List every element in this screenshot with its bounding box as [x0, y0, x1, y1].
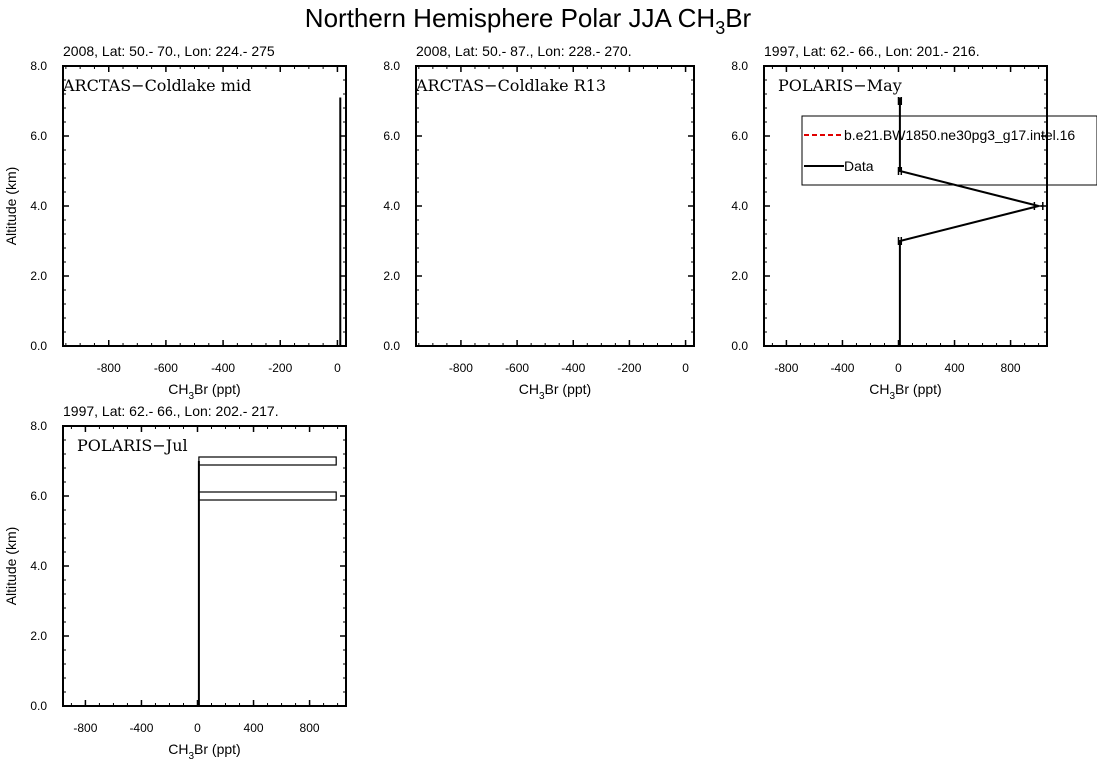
x-axis-label: CH3Br (ppt)	[519, 381, 591, 402]
x-axis-label-main: CH	[869, 381, 889, 397]
x-axis-label-tail: Br (ppt)	[895, 381, 942, 397]
y-tick-label: 4.0	[30, 559, 47, 573]
x-tick-label: 0	[895, 361, 902, 375]
y-axis-label: Altitude (km)	[3, 167, 19, 246]
x-axis-label-main: CH	[168, 381, 188, 397]
x-tick-label: 400	[945, 361, 965, 375]
x-tick-label: -400	[129, 721, 153, 735]
plot-frame	[415, 65, 695, 347]
x-tick-label: -600	[154, 361, 178, 375]
x-axis-label: CH3Br (ppt)	[168, 381, 240, 402]
legend: b.e21.BW1850.ne30pg3_g17.intel.16 Data	[801, 115, 1097, 186]
y-tick-label: 2.0	[383, 269, 400, 283]
x-tick-label: -800	[449, 361, 473, 375]
x-tick-label: -600	[505, 361, 529, 375]
x-tick-label: -400	[211, 361, 235, 375]
y-tick-label: 8.0	[30, 59, 47, 73]
panel-header: 2008, Lat: 50.- 70., Lon: 224.- 275	[63, 43, 275, 59]
x-tick-label: -800	[774, 361, 798, 375]
legend-entry: b.e21.BW1850.ne30pg3_g17.intel.16	[844, 127, 1075, 143]
chart-panel-3: 1997, Lat: 62.- 66., Lon: 201.- 216. 0.0 2…	[731, 43, 1097, 402]
y-tick-label: 8.0	[30, 419, 47, 433]
y-tick-label: 0.0	[30, 699, 47, 713]
x-tick-label: -200	[268, 361, 292, 375]
y-tick-label: 0.0	[383, 339, 400, 353]
x-tick-label: -400	[561, 361, 585, 375]
legend-box	[801, 115, 1097, 186]
x-tick-label: 800	[300, 721, 320, 735]
error-bar	[198, 491, 337, 501]
x-tick-label: -200	[617, 361, 641, 375]
x-tick-label: 800	[1001, 361, 1021, 375]
panel-label: POLARIS−Jul	[77, 436, 188, 455]
panel-header: 1997, Lat: 62.- 66., Lon: 201.- 216.	[764, 43, 980, 59]
x-axis-label-sub: 3	[539, 391, 545, 402]
panel-label: POLARIS−May	[778, 76, 902, 95]
y-tick-label: 0.0	[30, 339, 47, 353]
panels: 2008, Lat: 50.- 70., Lon: 224.- 275 0.0 2.…	[3, 43, 1097, 762]
x-tick-label: 400	[244, 721, 264, 735]
data-series-line	[898, 97, 1039, 346]
x-tick-label: 0	[334, 361, 341, 375]
plot-frame	[62, 425, 347, 707]
x-axis-label-sub: 3	[889, 391, 895, 402]
chart-panel-2: 2008, Lat: 50.- 87., Lon: 228.- 270. 0.0 2…	[383, 43, 695, 402]
y-tick-label: 2.0	[30, 629, 47, 643]
page-title: Northern Hemisphere Polar JJA CH3Br	[305, 3, 752, 38]
panel-label: ARCTAS−Coldlake mid	[62, 76, 251, 95]
plot-frame	[62, 65, 347, 347]
x-axis-label-sub: 3	[188, 751, 194, 762]
y-tick-label: 2.0	[30, 269, 47, 283]
x-axis-label-main: CH	[519, 381, 539, 397]
x-tick-label: -800	[97, 361, 121, 375]
y-tick-label: 4.0	[383, 199, 400, 213]
panel-header: 1997, Lat: 62.- 66., Lon: 202.- 217.	[63, 403, 279, 419]
y-tick-label: 6.0	[731, 129, 748, 143]
x-axis-label-tail: Br (ppt)	[545, 381, 592, 397]
x-tick-label: 0	[682, 361, 689, 375]
x-axis-label-main: CH	[168, 741, 188, 757]
error-bar	[198, 456, 337, 466]
y-tick-label: 2.0	[731, 269, 748, 283]
chart-panel-4: 1997, Lat: 62.- 66., Lon: 202.- 217. 0.0 2…	[3, 403, 347, 762]
y-axis-label: Altitude (km)	[3, 527, 19, 606]
x-axis-label: CH3Br (ppt)	[869, 381, 941, 402]
panel-header: 2008, Lat: 50.- 87., Lon: 228.- 270.	[416, 43, 632, 59]
x-axis-label-sub: 3	[188, 391, 194, 402]
chart-panel-1: 2008, Lat: 50.- 70., Lon: 224.- 275 0.0 2.…	[3, 43, 347, 402]
legend-entry: Data	[844, 158, 874, 174]
x-axis-label: CH3Br (ppt)	[168, 741, 240, 762]
y-tick-label: 8.0	[731, 59, 748, 73]
panel-label: ARCTAS−Coldlake R13	[415, 76, 606, 95]
y-tick-label: 0.0	[731, 339, 748, 353]
y-tick-label: 6.0	[30, 489, 47, 503]
y-tick-label: 4.0	[731, 199, 748, 213]
x-axis-label-tail: Br (ppt)	[194, 741, 241, 757]
x-tick-label: -400	[830, 361, 854, 375]
x-tick-label: 0	[194, 721, 201, 735]
y-tick-label: 8.0	[383, 59, 400, 73]
y-tick-label: 6.0	[30, 129, 47, 143]
x-axis-label-tail: Br (ppt)	[194, 381, 241, 397]
y-tick-label: 4.0	[30, 199, 47, 213]
x-tick-label: -800	[73, 721, 97, 735]
y-tick-label: 6.0	[383, 129, 400, 143]
plot-frame	[763, 65, 1048, 347]
